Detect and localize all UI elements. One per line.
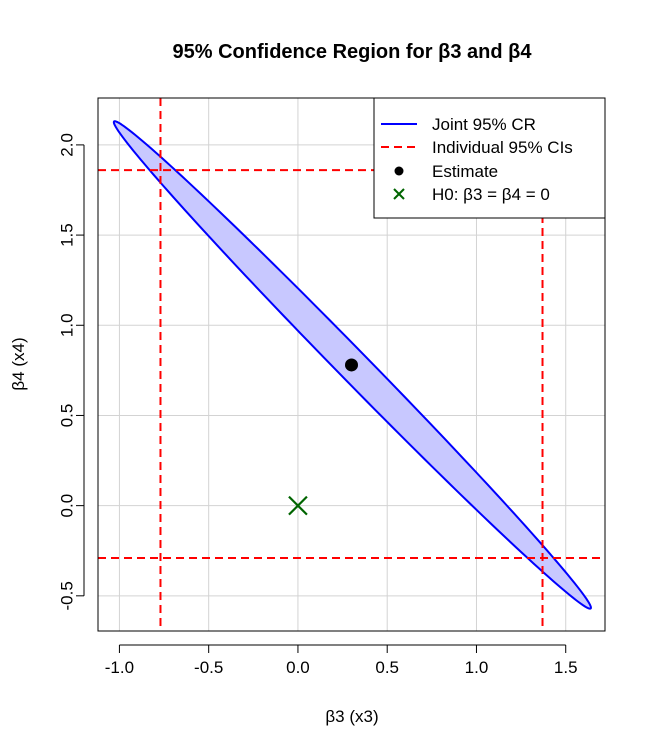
legend-label-ci: Individual 95% CIs <box>432 138 573 157</box>
x-tick-label-2: 0.0 <box>286 658 310 677</box>
x-tick-label-3: 0.5 <box>375 658 399 677</box>
y-tick-label-5: 2.0 <box>57 133 76 157</box>
legend-label-estimate: Estimate <box>432 162 498 181</box>
legend-box <box>373 97 606 219</box>
h0-cross-b <box>288 495 308 516</box>
y-tick-label-4: 1.5 <box>57 223 76 247</box>
y-tick-label-3: 1.0 <box>57 313 76 337</box>
point-markers <box>288 358 358 516</box>
axes: -1.0 -0.5 0.0 0.5 1.0 1.5 -0.5 0.0 0.5 1.0 1.5 2.0 <box>57 133 577 677</box>
x-tick-label-0: -1.0 <box>105 658 134 677</box>
legend-key-h0 <box>393 188 405 200</box>
h0-point <box>288 495 308 516</box>
x-tick-label-4: 1.0 <box>465 658 489 677</box>
x-tick-label-5: 1.5 <box>554 658 578 677</box>
chart-title: 95% Confidence Region for β3 and β4 <box>173 41 533 63</box>
y-tick-label-0: -0.5 <box>57 581 76 610</box>
estimate-point <box>345 358 358 372</box>
legend-label-h0: H0: β3 = β4 = 0 <box>432 185 550 204</box>
legend: Joint 95% CR Individual 95% CIs Estimate… <box>373 97 606 219</box>
y-axis-label: β4 (x4) <box>9 337 28 390</box>
legend-key-estimate <box>394 166 404 176</box>
individual-ci-lines <box>98 98 605 631</box>
x-tick-label-1: -0.5 <box>194 658 223 677</box>
legend-label-region: Joint 95% CR <box>432 115 536 134</box>
x-axis-label: β3 (x3) <box>325 707 378 726</box>
y-tick-label-2: 0.5 <box>57 404 76 428</box>
plot-frame <box>97 97 606 632</box>
y-tick-label-1: 0.0 <box>57 494 76 518</box>
